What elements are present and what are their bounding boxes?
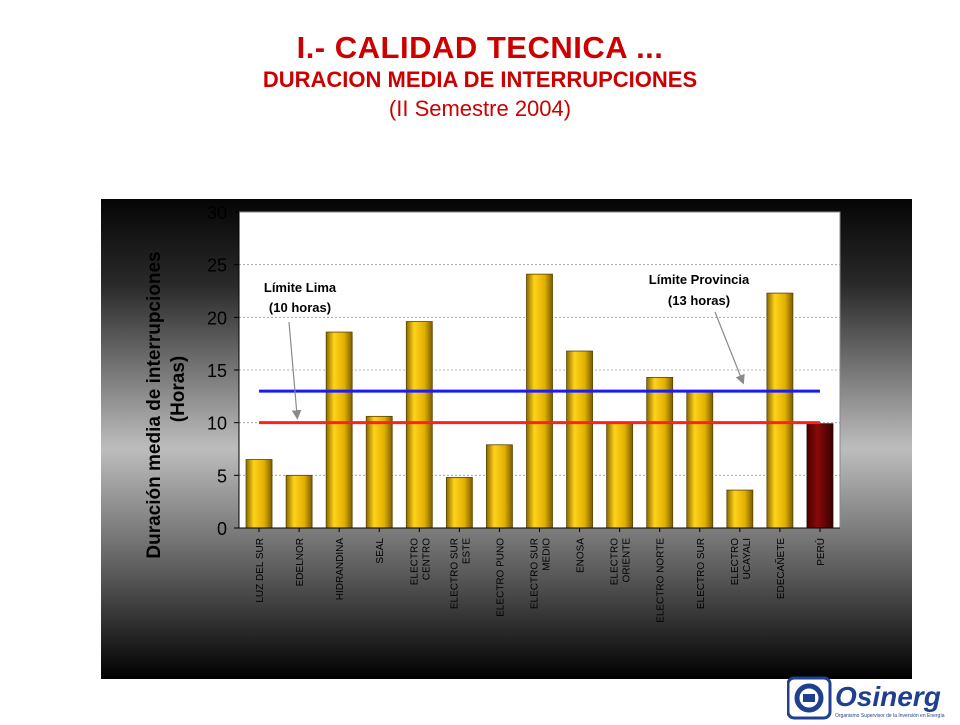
bar-13 bbox=[766, 292, 794, 529]
reference-label: Límite Provincia bbox=[649, 272, 750, 287]
annotation-arrow bbox=[714, 311, 745, 385]
period-label: (II Semestre 2004) bbox=[388, 96, 572, 121]
bar-9 bbox=[606, 422, 634, 529]
x-tick-label: CENTRO bbox=[421, 538, 432, 580]
page-title: I.- CALIDAD TECNICA ... bbox=[296, 30, 664, 65]
title-block: I.- CALIDAD TECNICA ... DURACION MEDIA D… bbox=[0, 30, 960, 124]
y-tick-label: 20 bbox=[207, 308, 227, 328]
y-tick-label: 15 bbox=[207, 361, 227, 381]
y-tick-label: 0 bbox=[217, 519, 227, 539]
x-tick-label: PERÚ bbox=[814, 538, 827, 566]
x-tick-label: ELECTRO SUR bbox=[449, 538, 460, 609]
bar-12 bbox=[726, 489, 754, 529]
x-tick-label: ELECTRO SUR bbox=[530, 538, 541, 609]
y-tick-label: 5 bbox=[217, 466, 227, 486]
x-tick-label: HIDRANDINA bbox=[335, 538, 346, 601]
y-axis-label-unit: (Horas) bbox=[168, 356, 189, 423]
y-axis-label: Duración media de interrupciones bbox=[144, 251, 165, 558]
bar-5 bbox=[445, 477, 473, 529]
bar-10 bbox=[646, 376, 674, 529]
x-tick-label: MEDIO bbox=[542, 538, 553, 571]
reference-label: Límite Lima bbox=[264, 280, 337, 295]
x-tick-label: LUZ DEL SUR bbox=[255, 538, 266, 603]
bar-11 bbox=[686, 390, 714, 529]
page-subtitle: DURACION MEDIA DE INTERRUPCIONES bbox=[262, 67, 698, 92]
y-tick-label: 25 bbox=[207, 256, 227, 276]
bar-7 bbox=[526, 273, 553, 529]
y-tick-label: 30 bbox=[207, 203, 227, 223]
bar-1 bbox=[285, 474, 313, 529]
x-tick-label: EDELNOR bbox=[295, 538, 306, 586]
reference-label-value: (10 horas) bbox=[269, 300, 331, 315]
x-tick-label: ENOSA bbox=[576, 538, 587, 573]
x-tick-label: ELECTRO bbox=[409, 538, 420, 585]
bar-6 bbox=[486, 444, 513, 529]
bar-0 bbox=[245, 459, 273, 529]
x-tick-label: UCAYALI bbox=[742, 538, 753, 579]
y-tick-label: 10 bbox=[207, 414, 227, 434]
bar-14 bbox=[806, 423, 834, 529]
logo-text: Osinerg bbox=[835, 681, 941, 712]
x-tick-label: ELECTRO SUR bbox=[696, 538, 707, 609]
bar-4 bbox=[405, 321, 433, 529]
x-tick-label: ELECTRO PUNO bbox=[495, 538, 506, 617]
logo-mark: Osinerg Organismo Supervisor de la Inver… bbox=[786, 676, 945, 720]
x-tick-label: EDECAÑETE bbox=[774, 538, 787, 599]
bar-3 bbox=[365, 415, 393, 529]
x-tick-label: ESTE bbox=[461, 538, 472, 564]
x-tick-label: ELECTRO bbox=[610, 538, 621, 585]
x-tick-label: ORIENTE bbox=[622, 538, 633, 583]
bar-8 bbox=[566, 350, 593, 529]
reference-label-value: (13 horas) bbox=[668, 293, 730, 308]
annotation-arrow bbox=[288, 321, 302, 420]
logo-tagline: Organismo Supervisor de la Inversión en … bbox=[835, 713, 945, 719]
x-tick-label: ELECTRO bbox=[730, 538, 741, 585]
bar-2 bbox=[325, 331, 353, 529]
x-tick-label: ELECTRO NORTE bbox=[656, 538, 667, 623]
x-tick-label: SEAL bbox=[375, 538, 386, 564]
osinerg-logo: Osinerg Organismo Supervisor de la Inver… bbox=[786, 676, 959, 720]
